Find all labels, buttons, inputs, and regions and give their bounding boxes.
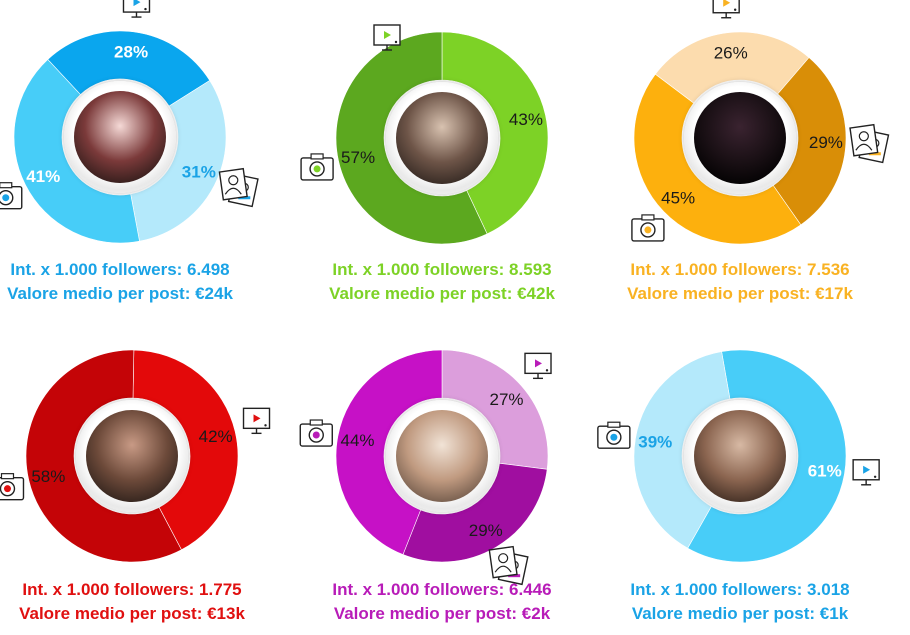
influencer-card: 61% 39% Int. x 1.000 followers: 3.018 Valor… [597,320,910,635]
slice-percent-label: 27% [489,390,523,409]
influencer-card: 42% 58% Int. x 1.000 followers: 1.775 Valor… [0,320,300,635]
camera-icon [300,153,334,181]
donut-chart: 42% 58% [0,349,271,563]
camera-icon [299,419,333,447]
donut-slice [402,462,548,563]
avatar [86,410,178,502]
donut-chart: 28% 31% 41% [0,0,259,244]
avatar [694,92,786,184]
interactions-per-1000-followers: Int. x 1.000 followers: 8.593 [332,260,552,279]
slice-percent-label: 31% [182,162,216,181]
camera-icon [0,182,23,210]
slice-percent-label: 58% [31,467,65,486]
donut-slice [13,59,140,244]
donut-slice [441,349,549,470]
donut-slice [132,349,239,551]
avatar-frame [64,81,176,193]
avatar-frame [386,82,498,194]
interactions-per-1000-followers: Int. x 1.000 followers: 6.446 [332,580,552,599]
donut-slice [633,73,802,245]
avatar [396,92,488,184]
slice-percent-label: 45% [661,189,695,208]
tv-icon [122,0,151,18]
influencer-card: 26% 29% 45% Int. x 1.000 followers: 7.536 Va… [610,0,910,315]
influencer-card: 43% 57% Int. x 1.000 followers: 8.593 Valor… [300,0,605,315]
average-value-per-post: Valore medio per post: €1k [631,604,849,623]
camera-icon [597,421,631,449]
slice-percent-label: 42% [199,427,233,446]
interactions-per-1000-followers: Int. x 1.000 followers: 7.536 [630,260,850,279]
influencer-card: 27% 29% 44% Int. x 1.000 followers: 6.446 Va… [299,320,605,635]
influencer-card: 28% 31% 41% Int. x 1.000 followers: 6.498 Va… [0,0,300,315]
donut-slice [441,31,549,235]
camera-icon [631,214,665,242]
avatar [694,410,786,502]
tv-icon [524,352,552,380]
donut-slice [654,31,810,104]
photo-portrait-icon [488,545,529,586]
avatar [74,91,166,183]
donut-chart: 27% 29% 44% [299,349,552,586]
tv-icon [852,459,880,486]
tv-icon [373,24,401,51]
average-value-per-post: Valore medio per post: €24k [7,284,233,303]
donut-chart: 26% 29% 45% [631,0,890,245]
slice-percent-label: 44% [341,431,375,450]
slice-percent-label: 61% [808,462,842,481]
slice-percent-label: 57% [341,148,375,167]
slice-percent-label: 29% [469,521,503,540]
avatar-frame [684,400,796,512]
avatar-frame [76,400,188,512]
donut-slice [335,349,443,555]
photo-portrait-icon [218,167,259,208]
donut-slice [335,31,488,245]
tv-icon [242,407,271,435]
interactions-per-1000-followers: Int. x 1.000 followers: 6.498 [10,260,230,279]
slice-percent-label: 26% [714,44,748,63]
avatar [396,410,488,502]
donut-slice [772,57,847,226]
slice-percent-label: 41% [26,167,60,186]
tv-icon [712,0,740,19]
donut-slice [687,349,847,563]
slice-percent-label: 29% [809,133,843,152]
slice-percent-label: 43% [509,110,543,129]
donut-chart: 61% 39% [597,349,880,563]
interactions-per-1000-followers: Int. x 1.000 followers: 1.775 [22,580,242,599]
camera-icon [0,473,25,501]
interactions-per-1000-followers: Int. x 1.000 followers: 3.018 [630,580,850,599]
avatar-frame [684,82,796,194]
average-value-per-post: Valore medio per post: €42k [329,284,555,303]
photo-portrait-icon [849,123,890,164]
slice-percent-label: 39% [638,432,672,451]
donut-slice [633,351,731,549]
slice-percent-label: 28% [114,43,148,62]
average-value-per-post: Valore medio per post: €13k [19,604,245,623]
donut-slice [25,349,182,563]
donut-chart: 43% 57% [300,24,549,245]
average-value-per-post: Valore medio per post: €17k [627,284,853,303]
donut-slice [47,30,211,107]
donut-slice [130,80,227,242]
average-value-per-post: Valore medio per post: €2k [333,604,551,623]
avatar-frame [386,400,498,512]
